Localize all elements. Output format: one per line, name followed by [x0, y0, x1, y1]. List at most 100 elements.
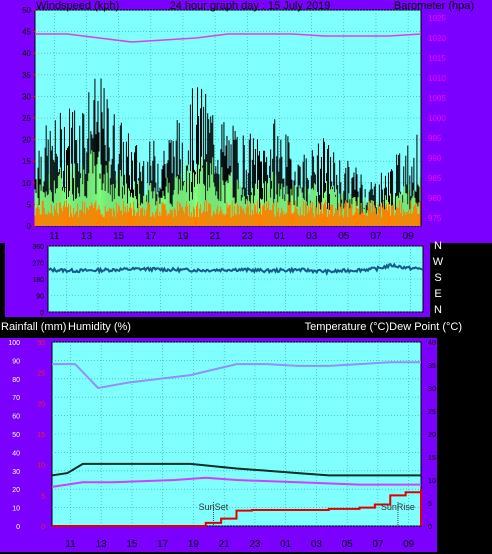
baro-right-tick: 975	[428, 214, 442, 223]
climate-x-tick: 13	[96, 539, 108, 550]
direction-left-ticks: 360 270 180 90 0	[32, 244, 44, 317]
humidity-tick: 100	[8, 340, 20, 347]
rainfall-tick: 10	[37, 463, 45, 470]
humidity-tick: 60	[12, 414, 20, 421]
climate-x-tick: 05	[342, 539, 354, 550]
humidity-tick: 0	[16, 524, 20, 531]
climate-x-tick: 07	[372, 539, 384, 550]
temperature-tick: 10	[428, 478, 436, 485]
wind-left-tick: 45	[22, 28, 31, 37]
direction-left-tick: 360	[32, 244, 44, 251]
wind-x-tick: 13	[81, 231, 93, 242]
humidity-tick: 20	[12, 487, 20, 494]
wind-x-tick: 23	[242, 231, 254, 242]
humidity-tick: 80	[12, 377, 20, 384]
climate-left2-ticks: 30 25 20 15 10 5 0	[37, 340, 45, 531]
wind-x-tick: 07	[370, 231, 382, 242]
annotation-label: SunRise	[381, 502, 415, 512]
direction-line	[47, 262, 424, 276]
humidity-tick: 30	[12, 469, 20, 476]
climate-x-tick: 15	[126, 539, 138, 550]
wind-left-tick: 15	[22, 157, 31, 166]
wind-left-tick: 40	[22, 49, 31, 58]
wind-x-ticks: 11 13 15 17 19 21 23 01 03 05 07 09	[49, 231, 414, 242]
rainfall-tick: 0	[41, 524, 45, 531]
temperature-tick: 5	[428, 501, 432, 508]
compass-label: S	[434, 272, 441, 284]
baro-right-tick: 1020	[428, 34, 446, 43]
climate-x-ticks: 11 13 15 17 19 21 23 01 03 05 07 09	[65, 539, 414, 550]
temperature-tick: 25	[428, 409, 436, 416]
humidity-label: Humidity (%)	[68, 321, 131, 333]
climate-x-tick: 23	[249, 539, 261, 550]
wind-left-tick: 25	[22, 114, 31, 123]
wind-left-tick: 10	[22, 179, 31, 188]
barometer-line	[35, 33, 422, 43]
baro-right-tick: 995	[428, 134, 442, 143]
barometer-label: Barometer (hpa)	[394, 0, 474, 12]
temperature-tick: 40	[428, 340, 436, 347]
rainfall-tick: 25	[37, 371, 45, 378]
temperature-tick: 15	[428, 455, 436, 462]
compass-label: W	[433, 256, 444, 268]
wind-x-tick: 17	[145, 231, 157, 242]
direction-left-tick: 0	[40, 310, 44, 317]
temperature-tick: 30	[428, 386, 436, 393]
wind-right-ticks: 1025 1020 1015 1010 1005 1000 995 990 985 980 975	[428, 14, 446, 223]
rainfall-tick: 5	[41, 493, 45, 500]
humidity-tick: 40	[12, 450, 20, 457]
climate-annotations: SunSet SunRise	[199, 502, 415, 526]
compass-label: N	[434, 240, 442, 252]
climate-x-tick: 21	[219, 539, 231, 550]
humidity-tick: 50	[12, 432, 20, 439]
baro-right-tick: 1000	[428, 114, 446, 123]
compass-label: E	[434, 288, 441, 300]
wind-x-tick: 03	[306, 231, 318, 242]
climate-x-tick: 11	[65, 539, 76, 550]
wind-x-tick: 01	[274, 231, 286, 242]
temperature-tick: 20	[428, 432, 436, 439]
rainfall-line	[52, 489, 422, 527]
wind-left-tick: 35	[22, 71, 31, 80]
windspeed-label: Windspeed (kph)	[36, 0, 119, 12]
wind-left-tick: 30	[22, 92, 31, 101]
temperature-line	[51, 462, 421, 477]
direction-left-tick: 270	[32, 261, 44, 268]
climate-plot-area	[51, 341, 422, 527]
wind-x-tick: 11	[49, 231, 60, 242]
annotation-label: SunSet	[199, 502, 229, 512]
climate-x-tick: 01	[280, 539, 292, 550]
climate-x-tick: 09	[403, 539, 415, 550]
baro-right-tick: 985	[428, 174, 442, 183]
humidity-tick: 70	[12, 395, 20, 402]
rainfall-tick: 20	[37, 401, 45, 408]
baro-right-tick: 1010	[428, 74, 446, 83]
baro-right-tick: 990	[428, 154, 442, 163]
temp-dewpoint-label: Temperature (°C)Dew Point (°C)	[305, 321, 462, 333]
wind-left-tick: 20	[22, 136, 31, 145]
baro-right-tick: 1005	[428, 94, 446, 103]
baro-right-tick: 1015	[428, 54, 446, 63]
climate-x-tick: 03	[311, 539, 323, 550]
graph-title: 24 hour graph day : 15 July 2019	[170, 0, 331, 12]
climate-grid	[52, 341, 421, 527]
wind-left-tick: 0	[27, 222, 32, 231]
wind-left-tick: 50	[22, 6, 31, 15]
baro-right-tick: 980	[428, 194, 442, 203]
humidity-tick: 10	[12, 506, 20, 513]
climate-x-tick: 17	[157, 539, 169, 550]
wind-low-series	[34, 200, 421, 226]
direction-left-tick: 180	[32, 277, 44, 284]
wind-x-tick: 19	[177, 231, 189, 242]
direction-left-tick: 90	[36, 294, 44, 301]
climate-x-tick: 19	[188, 539, 200, 550]
baro-right-tick: 1025	[428, 14, 446, 23]
wind-x-tick: 09	[403, 231, 415, 242]
humidity-tick: 90	[12, 358, 20, 365]
climate-right-ticks: 40 35 30 25 20 15 10 5 0	[428, 340, 436, 531]
wind-x-tick: 05	[338, 231, 350, 242]
